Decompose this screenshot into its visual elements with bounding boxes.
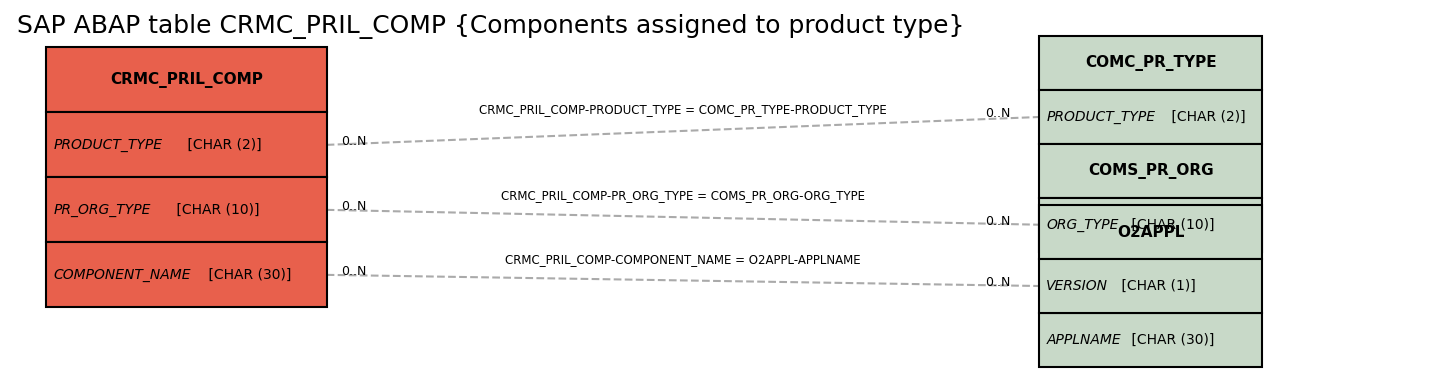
Text: CRMC_PRIL_COMP-PR_ORG_TYPE = COMS_PR_ORG-ORG_TYPE: CRMC_PRIL_COMP-PR_ORG_TYPE = COMS_PR_ORG… — [501, 189, 866, 202]
Text: [CHAR (2)]: [CHAR (2)] — [1168, 110, 1246, 124]
Text: 0..N: 0..N — [985, 276, 1010, 289]
Text: PRODUCT_TYPE: PRODUCT_TYPE — [53, 138, 162, 152]
FancyBboxPatch shape — [1039, 90, 1263, 144]
Text: 0..N: 0..N — [985, 107, 1010, 120]
Text: APPLNAME: APPLNAME — [1046, 333, 1121, 347]
FancyBboxPatch shape — [46, 177, 327, 242]
FancyBboxPatch shape — [1039, 259, 1263, 313]
Text: VERSION: VERSION — [1046, 279, 1108, 293]
Text: PR_ORG_TYPE: PR_ORG_TYPE — [53, 203, 150, 217]
Text: 0..N: 0..N — [985, 215, 1010, 227]
FancyBboxPatch shape — [46, 242, 327, 307]
Text: 0..N: 0..N — [341, 265, 367, 277]
Text: COMC_PR_TYPE: COMC_PR_TYPE — [1085, 55, 1217, 71]
Text: CRMC_PRIL_COMP: CRMC_PRIL_COMP — [110, 72, 263, 88]
Text: COMS_PR_ORG: COMS_PR_ORG — [1088, 163, 1214, 179]
FancyBboxPatch shape — [1039, 198, 1263, 251]
Text: [CHAR (2)]: [CHAR (2)] — [182, 138, 262, 152]
FancyBboxPatch shape — [1039, 313, 1263, 367]
Text: [CHAR (10)]: [CHAR (10)] — [1127, 218, 1214, 232]
Text: SAP ABAP table CRMC_PRIL_COMP {Components assigned to product type}: SAP ABAP table CRMC_PRIL_COMP {Component… — [17, 14, 965, 39]
Text: PRODUCT_TYPE: PRODUCT_TYPE — [1046, 110, 1156, 124]
Text: 0..N: 0..N — [341, 135, 367, 148]
FancyBboxPatch shape — [1039, 36, 1263, 90]
Text: O2APPL: O2APPL — [1117, 225, 1185, 240]
Text: COMPONENT_NAME: COMPONENT_NAME — [53, 268, 191, 282]
FancyBboxPatch shape — [46, 112, 327, 177]
FancyBboxPatch shape — [1039, 205, 1263, 259]
Text: ORG_TYPE: ORG_TYPE — [1046, 218, 1118, 232]
Text: CRMC_PRIL_COMP-COMPONENT_NAME = O2APPL-APPLNAME: CRMC_PRIL_COMP-COMPONENT_NAME = O2APPL-A… — [506, 253, 861, 265]
Text: CRMC_PRIL_COMP-PRODUCT_TYPE = COMC_PR_TYPE-PRODUCT_TYPE: CRMC_PRIL_COMP-PRODUCT_TYPE = COMC_PR_TY… — [480, 103, 887, 116]
Text: 0..N: 0..N — [341, 200, 367, 213]
Text: [CHAR (10)]: [CHAR (10)] — [172, 203, 260, 217]
FancyBboxPatch shape — [1039, 144, 1263, 198]
FancyBboxPatch shape — [46, 48, 327, 112]
Text: [CHAR (30)]: [CHAR (30)] — [1127, 333, 1214, 347]
Text: [CHAR (1)]: [CHAR (1)] — [1117, 279, 1195, 293]
Text: [CHAR (30)]: [CHAR (30)] — [204, 268, 292, 282]
